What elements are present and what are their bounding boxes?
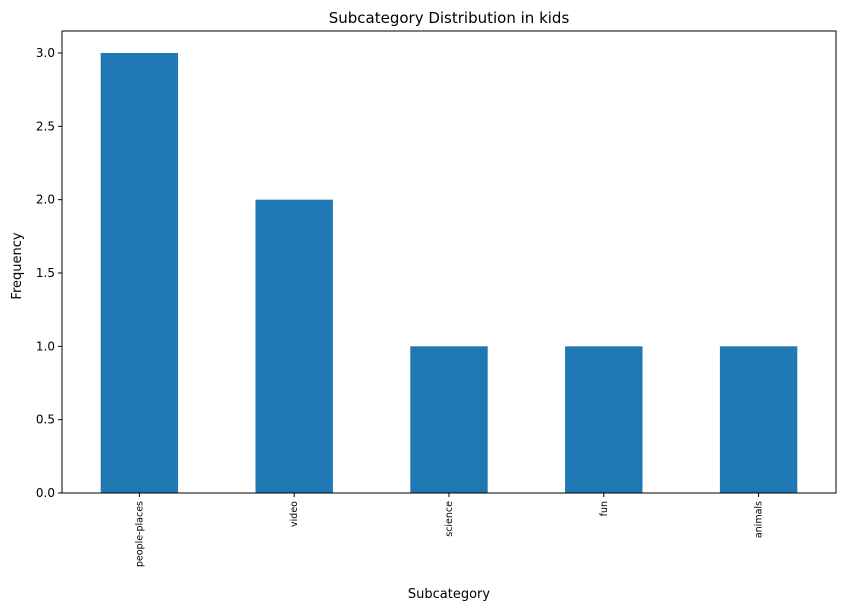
x-tick-label: fun bbox=[599, 501, 610, 516]
bar bbox=[410, 346, 488, 493]
bar bbox=[255, 199, 333, 493]
bar bbox=[719, 346, 798, 493]
x-tick-label: people-places bbox=[134, 501, 145, 567]
x-tick-label: animals bbox=[754, 501, 765, 538]
bar bbox=[100, 53, 179, 493]
x-tick-label: video bbox=[289, 501, 300, 527]
chart-title: Subcategory Distribution in kids bbox=[329, 9, 570, 27]
y-tick-label: 2.5 bbox=[36, 119, 55, 133]
y-tick-label: 1.5 bbox=[36, 266, 55, 280]
y-axis-label: Frequency bbox=[10, 232, 25, 299]
y-tick-label: 0.5 bbox=[36, 413, 55, 427]
y-tick-label: 1.0 bbox=[36, 339, 55, 353]
x-axis-label: Subcategory bbox=[408, 587, 491, 602]
x-tick-label: science bbox=[444, 501, 455, 537]
bar bbox=[565, 346, 643, 493]
y-tick-label: 2.0 bbox=[36, 193, 55, 207]
y-tick-label: 3.0 bbox=[36, 46, 55, 60]
y-tick-label: 0.0 bbox=[36, 486, 55, 500]
plot-area: 0.0 0.5 1.0 1.5 2.0 2.5 3.0 people-places video s… bbox=[36, 30, 837, 567]
